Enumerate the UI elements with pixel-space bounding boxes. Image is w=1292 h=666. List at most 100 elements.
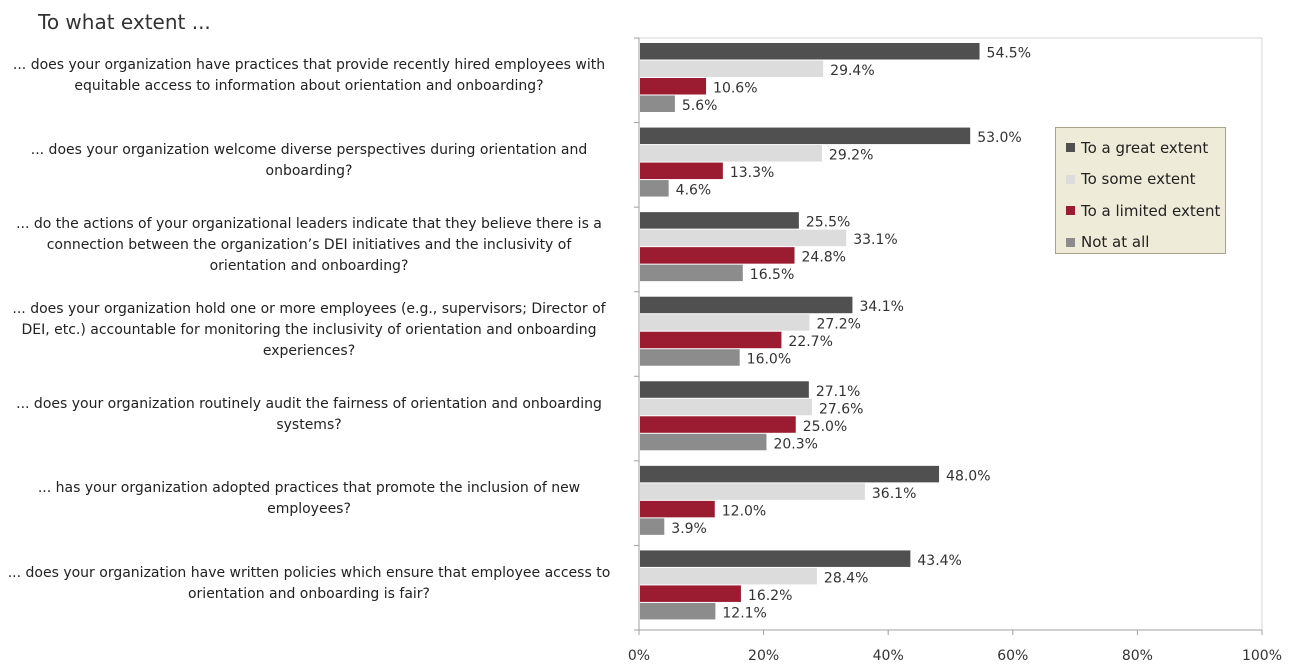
chart-title: To what extent ...	[38, 10, 211, 34]
legend-item: Not at all	[1066, 227, 1225, 259]
bar	[640, 247, 795, 264]
legend-swatch	[1066, 143, 1075, 153]
bar	[640, 60, 824, 77]
bar-value-label: 3.9%	[671, 521, 707, 537]
chart-legend: To a great extent To some extent To a limi…	[1055, 127, 1226, 254]
bar	[640, 585, 741, 602]
bar	[640, 43, 980, 60]
question-label: ... does your organization have practice…	[0, 55, 618, 97]
bar-value-label: 54.5%	[987, 46, 1031, 62]
x-tick-label: 20%	[748, 648, 779, 664]
question-label-line: connection between the organization’s DE…	[46, 236, 572, 253]
question-label-line: ... do the actions of your organizationa…	[16, 215, 602, 232]
question-label: ... does your organization hold one or m…	[0, 299, 618, 362]
question-label-line: orientation and onboarding is fair?	[187, 585, 430, 602]
legend-label: To some extent	[1081, 170, 1196, 189]
legend-item: To a great extent	[1066, 132, 1225, 164]
question-label-line: employees?	[267, 501, 351, 518]
bar-value-label: 33.1%	[853, 232, 897, 248]
bar	[640, 500, 715, 518]
bar-value-label: 16.2%	[748, 588, 792, 604]
question-label: ... does your organization welcome diver…	[0, 140, 618, 182]
bar	[640, 465, 940, 483]
bar	[640, 518, 665, 535]
bar-value-label: 27.1%	[816, 384, 860, 400]
x-tick-label: 0%	[628, 648, 650, 664]
bar-value-label: 13.3%	[730, 165, 774, 181]
bar-value-label: 10.6%	[713, 81, 757, 97]
bar-value-label: 12.1%	[722, 605, 766, 621]
question-label: ... do the actions of your organizationa…	[0, 214, 618, 277]
legend-swatch	[1066, 237, 1075, 247]
legend-label: Not at all	[1081, 233, 1150, 252]
bar-value-label: 29.4%	[830, 63, 874, 79]
bar	[640, 433, 767, 451]
bar-value-label: 24.8%	[802, 250, 846, 266]
bar	[640, 349, 740, 366]
legend-label: To a limited extent	[1081, 201, 1221, 220]
x-tick-label: 100%	[1242, 648, 1282, 664]
bar	[640, 296, 853, 314]
x-tick-label: 80%	[1122, 648, 1153, 664]
bar-value-label: 43.4%	[917, 553, 961, 569]
question-label-line: ... does your organization routinely aud…	[16, 395, 602, 412]
bar	[640, 78, 707, 95]
bar	[640, 567, 817, 585]
question-label-line: systems?	[276, 416, 342, 433]
bar	[640, 398, 812, 416]
question-label-line: ... does your organization hold one or m…	[12, 300, 606, 317]
bar-value-label: 4.6%	[676, 183, 712, 199]
bar	[640, 95, 675, 112]
bar-value-label: 22.7%	[788, 334, 832, 350]
legend-swatch	[1066, 206, 1075, 216]
legend-item: To some extent	[1066, 164, 1225, 196]
question-label-line: ... does your organization welcome diver…	[30, 141, 588, 158]
bar	[640, 145, 822, 162]
legend-swatch	[1066, 174, 1075, 184]
bar-value-label: 16.0%	[747, 352, 791, 368]
bar	[640, 314, 810, 331]
question-label-line: ... does your organization have written …	[7, 564, 611, 581]
bar-value-label: 5.6%	[682, 98, 718, 114]
bar-value-label: 25.5%	[806, 215, 850, 231]
bar	[640, 416, 796, 433]
bar-value-label: 28.4%	[824, 570, 868, 586]
bar-value-label: 25.0%	[803, 419, 847, 435]
x-tick-label: 60%	[997, 648, 1028, 664]
bar-value-label: 36.1%	[872, 486, 916, 502]
question-label: ... has your organization adopted practi…	[0, 478, 618, 520]
bar-value-label: 12.0%	[722, 503, 766, 519]
bar	[640, 550, 911, 567]
bar-value-label: 29.2%	[829, 148, 873, 164]
bar	[640, 180, 669, 197]
bar	[640, 229, 847, 247]
bar-value-label: 27.2%	[816, 317, 860, 333]
bar	[640, 602, 716, 620]
question-label: ... does your organization routinely aud…	[0, 394, 618, 436]
question-label-line: equitable access to information about or…	[74, 78, 544, 95]
bar	[640, 212, 799, 229]
question-label-line: onboarding?	[265, 162, 353, 179]
bar	[640, 381, 809, 398]
bar	[640, 127, 971, 145]
question-label-line: ... does your organization have practice…	[12, 57, 606, 74]
question-label-line: ... has your organization adopted practi…	[37, 480, 581, 497]
bar-value-label: 27.6%	[819, 401, 863, 417]
bar-value-label: 53.0%	[977, 130, 1021, 146]
bar-value-label: 20.3%	[773, 436, 817, 452]
bar	[640, 264, 743, 282]
bar-value-label: 48.0%	[946, 468, 990, 484]
bar	[640, 483, 865, 500]
legend-item: To a limited extent	[1066, 195, 1225, 227]
question-label-line: orientation and onboarding?	[209, 257, 409, 274]
question-label: ... does your organization have written …	[0, 563, 618, 605]
legend-label: To a great extent	[1081, 138, 1209, 157]
bar-value-label: 34.1%	[859, 299, 903, 315]
x-tick-label: 40%	[873, 648, 904, 664]
bar	[640, 162, 723, 180]
bar	[640, 331, 782, 349]
bar-value-label: 16.5%	[750, 267, 794, 283]
question-label-line: DEI, etc.) accountable for monitoring th…	[21, 321, 597, 338]
question-label-line: experiences?	[262, 342, 356, 359]
